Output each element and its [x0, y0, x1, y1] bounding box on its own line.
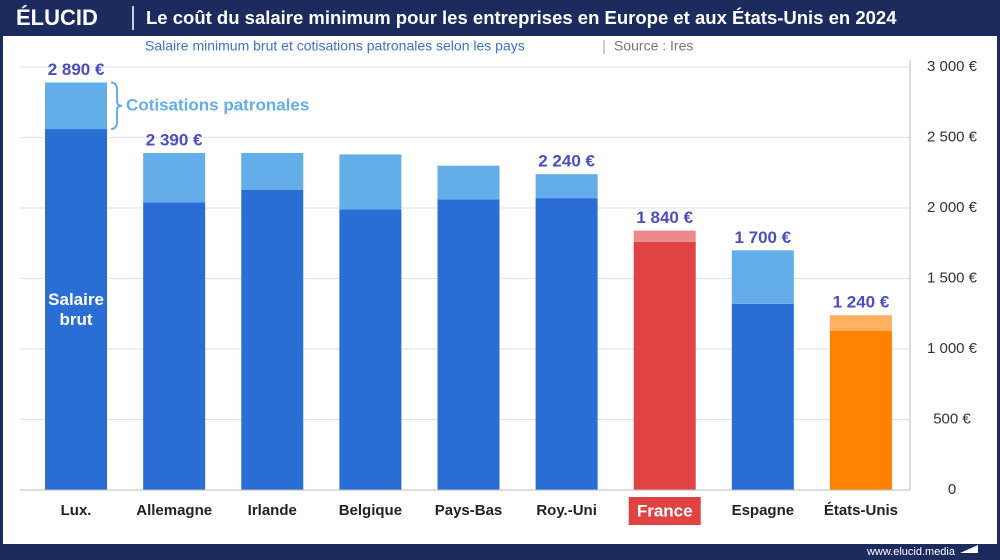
bar-segment	[339, 209, 402, 490]
bar-segment	[241, 153, 304, 190]
bar-segment	[45, 82, 108, 130]
chart-title: Le coût du salaire minimum pour les entr…	[146, 7, 897, 28]
y-tick-label: 2 500 €	[927, 128, 978, 145]
brand-logo: ÉLUCID	[16, 5, 98, 30]
frame	[997, 0, 1000, 560]
bar-segment	[339, 154, 402, 210]
bar-segment	[437, 199, 500, 491]
y-tick-label: 1 000 €	[927, 340, 978, 357]
x-tick-label: Pays-Bas	[435, 502, 503, 519]
y-tick-label: 2 000 €	[927, 199, 978, 216]
subtitle: Salaire minimum brut et cotisations patr…	[145, 38, 525, 54]
footer-logo	[960, 545, 978, 553]
x-tick-label: Espagne	[732, 502, 795, 519]
bar-segment	[45, 129, 108, 491]
x-tick-label: Belgique	[339, 502, 402, 519]
total-label: 1 240 €	[833, 293, 890, 312]
bar-segment	[143, 202, 206, 491]
y-tick-label: 0	[948, 481, 956, 498]
footer-bar	[0, 544, 1000, 560]
bar-segment	[535, 198, 598, 490]
highlight-box	[628, 497, 701, 525]
header-bar	[0, 0, 1000, 36]
total-label: 2 240 €	[538, 152, 595, 171]
series-label: Cotisations patronales	[126, 95, 309, 114]
bar-segment	[731, 303, 794, 490]
y-tick-label: 500 €	[933, 410, 971, 427]
x-tick-label: Allemagne	[136, 502, 212, 519]
bar-segment	[829, 315, 892, 331]
bar-segment	[437, 165, 500, 200]
bar-segment	[633, 230, 696, 242]
series-label: Salaire brut	[48, 289, 104, 329]
bar-segment	[633, 241, 696, 490]
bar-segment	[731, 250, 794, 304]
total-label: 1 840 €	[636, 208, 693, 227]
bar-segment	[535, 174, 598, 199]
x-tick-label: Irlande	[248, 502, 297, 519]
total-label: 2 390 €	[146, 130, 203, 149]
bar-segment	[829, 330, 892, 490]
x-tick-label: Lux.	[61, 502, 92, 519]
total-label: 1 700 €	[734, 228, 791, 247]
footer-url: www.elucid.media	[866, 546, 956, 558]
brace	[110, 81, 123, 131]
x-tick-label: France	[637, 501, 693, 520]
bar-segment	[241, 189, 304, 491]
source: Source : Ires	[614, 38, 693, 54]
frame	[0, 0, 3, 560]
y-tick-label: 1 500 €	[927, 269, 978, 286]
y-tick-label: 3 000 €	[927, 58, 978, 75]
x-tick-label: Roy.-Uni	[536, 502, 597, 519]
bar-segment	[143, 153, 206, 203]
total-label: 2 890 €	[48, 60, 105, 79]
x-tick-label: États-Unis	[824, 502, 898, 519]
